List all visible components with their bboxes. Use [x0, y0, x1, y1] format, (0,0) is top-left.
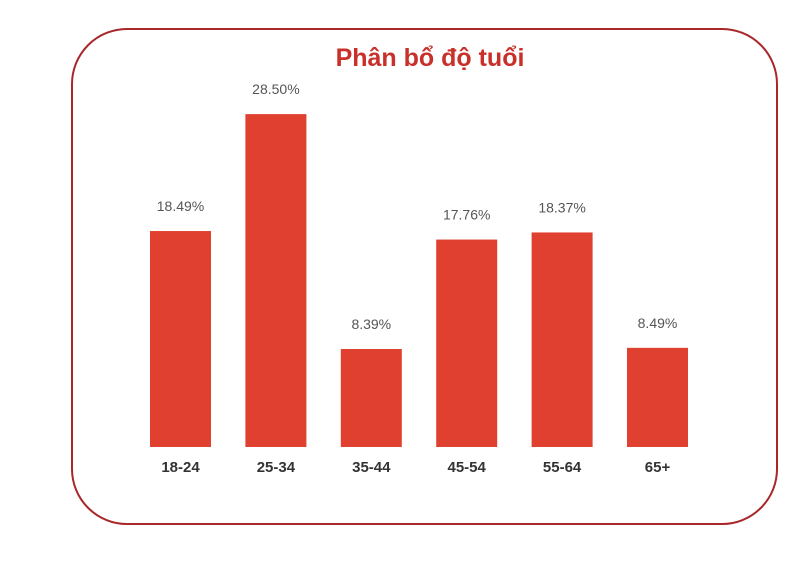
data-label: 28.50% [252, 81, 299, 97]
bar-65+ [627, 347, 688, 447]
category-label: 18-24 [161, 459, 200, 476]
bar-25-34 [245, 114, 307, 448]
bar-35-44 [340, 349, 402, 447]
category-label: 35-44 [352, 459, 391, 476]
category-label: 65+ [645, 459, 671, 476]
data-label: 8.39% [351, 316, 391, 332]
data-label: 18.37% [538, 199, 585, 215]
chart-frame [71, 28, 778, 525]
chart-title: Phân bổ độ tuổi [335, 44, 525, 72]
category-label: 45-54 [448, 459, 487, 476]
data-label: 17.76% [443, 207, 490, 223]
bar-45-54 [436, 239, 498, 447]
data-label: 8.49% [638, 315, 678, 331]
data-label: 18.49% [157, 198, 204, 214]
bar-18-24 [150, 231, 211, 447]
bar-55-64 [531, 232, 593, 447]
category-label: 25-34 [257, 459, 296, 476]
category-label: 55-64 [543, 459, 582, 476]
